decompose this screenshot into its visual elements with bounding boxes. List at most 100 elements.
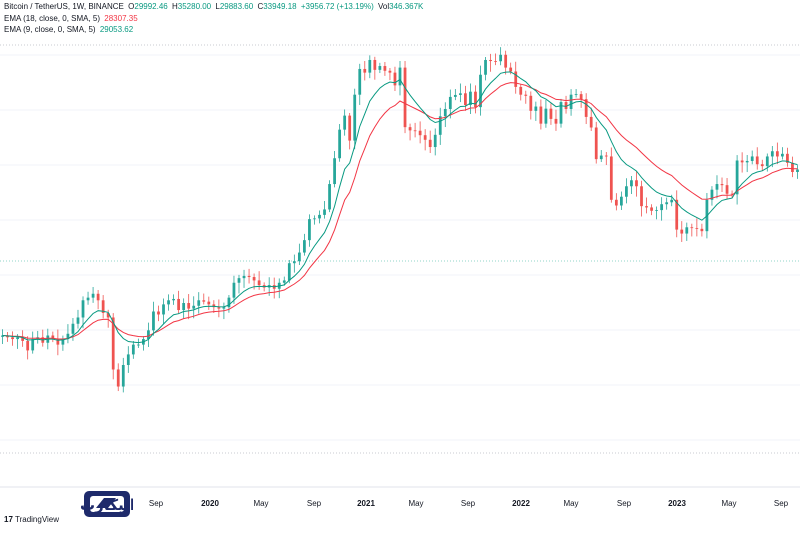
legend-c-label: C: [257, 2, 264, 11]
candle-body: [348, 115, 352, 141]
candle-body: [147, 330, 150, 340]
candle-body: [594, 127, 598, 160]
candle-body: [760, 164, 764, 167]
candle-body: [1, 335, 4, 337]
candle-body: [66, 333, 70, 340]
candle-body: [232, 282, 236, 298]
candle-body: [403, 67, 407, 128]
candle-body: [685, 227, 689, 234]
candle-body: [31, 339, 35, 351]
iranicard-brand-text: ایرانیکارت: [80, 496, 133, 514]
candle-body: [650, 207, 653, 211]
x-axis-tick-label: 2020: [201, 499, 219, 508]
candle-body: [182, 303, 186, 311]
candle-body: [333, 158, 336, 185]
candle-body: [172, 298, 175, 301]
legend-ema9: EMA (9, close, 0, SMA, 5) 29053.62: [4, 25, 133, 34]
candle-body: [645, 206, 648, 208]
x-axis-tick-label: Sep: [774, 499, 789, 508]
legend-l-label: L: [215, 2, 220, 11]
candle-body: [152, 311, 155, 331]
candle-body: [368, 59, 372, 73]
candle-body: [162, 304, 165, 315]
candle-body: [292, 261, 296, 264]
candle-body: [423, 135, 427, 140]
candle-body: [609, 156, 613, 200]
candle-body: [56, 339, 60, 345]
candle-body: [464, 93, 467, 106]
candle-body: [569, 94, 573, 109]
iranicard-watermark: ایرانیکارت: [80, 491, 133, 517]
x-axis-tick-label: May: [563, 499, 578, 508]
candle-body: [121, 364, 125, 387]
candle-body: [765, 156, 769, 167]
candle-body: [413, 130, 417, 132]
x-axis-tick-label: Sep: [461, 499, 476, 508]
candle-body: [257, 280, 261, 286]
candle-body: [519, 86, 523, 95]
candle-body: [458, 93, 462, 95]
candle-body: [514, 71, 518, 87]
candle-body: [252, 277, 256, 281]
legend-volume: 346.367K: [389, 2, 424, 11]
legend-h-label: H: [171, 2, 178, 11]
legend-high: 35280.00: [177, 2, 212, 11]
candle-body: [579, 94, 583, 100]
candle-body: [373, 59, 377, 70]
candle-body: [544, 108, 548, 124]
x-axis-tick-label: May: [253, 499, 268, 508]
candle-body: [328, 184, 331, 210]
legend-ema9-label: EMA (9, close, 0, SMA, 5): [4, 25, 96, 34]
candle-body: [313, 218, 316, 220]
candle-body: [443, 108, 447, 117]
candle-body: [378, 66, 382, 70]
x-axis: Sep 2020 May Sep 2021 May Sep 2022 May Sep 2023 May…: [149, 499, 789, 508]
candle-body: [418, 130, 422, 136]
tradingview-logo-icon: 17: [4, 515, 13, 524]
candle-body: [499, 54, 503, 62]
legend-vol-label: Vol: [378, 2, 390, 11]
candle-body: [781, 153, 784, 157]
ema9-line: [2, 71, 798, 344]
candle-body: [710, 189, 714, 200]
candle-body: [408, 127, 412, 131]
legend-symbol: Bitcoin / TetherUS, 1W, BINANCE: [4, 2, 124, 11]
candle-body: [131, 344, 135, 355]
legend-change: +3956.72 (+13.19%): [300, 2, 374, 11]
candle-body: [489, 59, 492, 62]
candle-body: [690, 227, 694, 229]
candle-body: [584, 99, 588, 117]
candle-body: [177, 298, 180, 311]
candle-body: [539, 106, 543, 124]
candle-body: [791, 162, 794, 173]
candle-body: [740, 160, 744, 163]
x-axis-tick-label: 2021: [357, 499, 375, 508]
candle-body: [620, 196, 623, 206]
candle-body: [494, 61, 497, 62]
candle-body: [217, 307, 221, 309]
candle-body: [398, 67, 402, 86]
candle-body: [549, 108, 553, 119]
candle-body: [86, 297, 90, 301]
candle-body: [635, 180, 638, 187]
candle-body: [393, 72, 397, 86]
candle-body: [660, 204, 664, 211]
candle-body: [574, 94, 578, 95]
candle-body: [700, 228, 704, 232]
candle-body: [358, 68, 362, 95]
x-axis-tick-label: 2022: [512, 499, 530, 508]
candle-body: [136, 344, 140, 346]
candle-body: [76, 317, 80, 324]
candle-body: [111, 317, 115, 370]
x-axis-tick-label: 2023: [668, 499, 686, 508]
candle-body: [282, 280, 286, 283]
candle-body: [363, 68, 367, 73]
candles: [1, 47, 799, 393]
candle-body: [469, 91, 472, 106]
candle-body: [720, 184, 724, 186]
candle-body: [559, 102, 563, 124]
candle-body: [227, 297, 231, 308]
candle-body: [167, 300, 170, 305]
candle-body: [640, 186, 643, 207]
